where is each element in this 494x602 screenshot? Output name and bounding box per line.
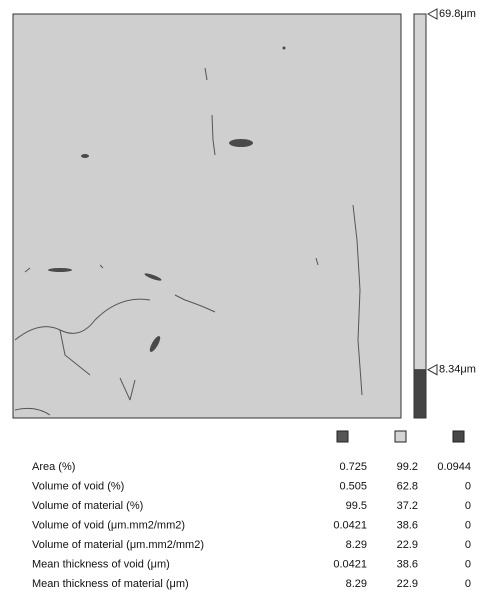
row-label: Volume of void (μm.mm2/mm2) bbox=[32, 519, 185, 531]
column-swatch bbox=[395, 431, 406, 442]
cell-value: 38.6 bbox=[397, 519, 418, 531]
surface-image bbox=[13, 14, 401, 418]
column-swatch bbox=[453, 431, 464, 442]
scale-bar-frame bbox=[414, 14, 426, 418]
cell-value: 22.9 bbox=[397, 578, 418, 590]
cell-value: 0 bbox=[465, 519, 471, 531]
cell-value: 0 bbox=[465, 578, 471, 590]
row-label: Mean thickness of void (μm) bbox=[32, 558, 170, 570]
cell-value: 38.6 bbox=[397, 558, 418, 570]
cell-value: 8.29 bbox=[346, 539, 367, 551]
row-label: Volume of void (%) bbox=[32, 480, 124, 492]
row-label: Volume of material (μm.mm2/mm2) bbox=[32, 539, 204, 551]
cell-value: 0.0421 bbox=[333, 519, 367, 531]
max-label: 69.8μm bbox=[439, 8, 476, 20]
cell-value: 22.9 bbox=[397, 539, 418, 551]
threshold-fill bbox=[414, 370, 426, 418]
row-label: Volume of material (%) bbox=[32, 500, 143, 512]
cell-value: 0.0421 bbox=[333, 558, 367, 570]
row-label: Mean thickness of material (μm) bbox=[32, 578, 189, 590]
cell-value: 99.2 bbox=[397, 461, 418, 473]
cell-value: 62.8 bbox=[397, 480, 418, 492]
cell-value: 0 bbox=[465, 539, 471, 551]
cell-value: 0 bbox=[465, 480, 471, 492]
cell-value: 37.2 bbox=[397, 500, 418, 512]
cell-value: 0 bbox=[465, 500, 471, 512]
cell-value: 0 bbox=[465, 558, 471, 570]
column-swatch bbox=[337, 431, 348, 442]
screen: 69.8μm 8.34μm Area (%) 0.725 99.2 0.0944 Volum… bbox=[0, 0, 494, 602]
cell-value: 0.725 bbox=[339, 461, 367, 473]
threshold-label: 8.34μm bbox=[439, 364, 476, 376]
max-marker bbox=[428, 9, 437, 19]
scale-bar bbox=[414, 14, 426, 418]
row-label: Area (%) bbox=[32, 461, 75, 473]
page: 69.8μm 8.34μm Area (%) 0.725 99.2 0.0944 Volum… bbox=[0, 0, 494, 602]
cell-value: 99.5 bbox=[346, 500, 367, 512]
threshold-marker bbox=[428, 365, 437, 375]
cell-value: 0.0944 bbox=[437, 461, 471, 473]
cell-value: 8.29 bbox=[346, 578, 367, 590]
cell-value: 0.505 bbox=[339, 480, 367, 492]
